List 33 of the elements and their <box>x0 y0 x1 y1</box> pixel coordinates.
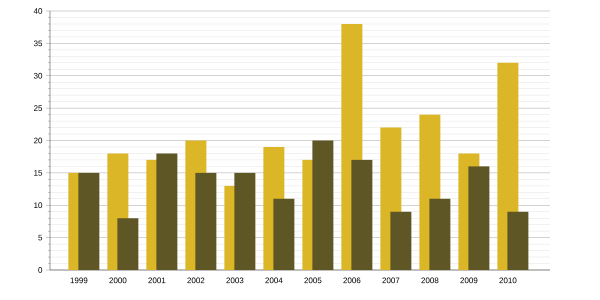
x-tick-label: 2006 <box>343 278 360 284</box>
bar <box>351 160 372 270</box>
x-tick-label: 2008 <box>421 278 438 284</box>
bar <box>156 153 178 270</box>
bar <box>273 198 294 270</box>
y-tick-label: 35 <box>34 40 42 46</box>
bar <box>507 212 528 270</box>
bar <box>195 172 216 270</box>
x-tick-label: 2003 <box>226 278 244 284</box>
x-tick-label: 2005 <box>304 278 322 284</box>
bar <box>429 198 450 270</box>
x-tick-label: 2000 <box>109 278 126 284</box>
bar <box>312 140 334 270</box>
x-tick-label: 2007 <box>382 278 400 284</box>
x-tick-label: 2010 <box>499 278 516 284</box>
bar <box>117 218 138 270</box>
x-tick-label: 2002 <box>187 278 204 284</box>
y-tick-label: 5 <box>38 234 42 240</box>
bar <box>78 172 100 270</box>
x-tick-label: 2001 <box>148 278 166 284</box>
bar <box>468 166 490 270</box>
y-tick-label: 20 <box>34 138 42 144</box>
y-tick-label: 40 <box>34 8 42 14</box>
bar <box>390 212 412 270</box>
y-tick-label: 25 <box>34 105 42 111</box>
bar <box>234 172 256 270</box>
y-tick-label: 10 <box>34 202 42 208</box>
y-tick-label: 0 <box>38 267 42 273</box>
x-tick-label: 2004 <box>265 278 283 284</box>
x-tick-label: 2009 <box>460 278 478 284</box>
y-tick-label: 15 <box>34 170 42 176</box>
y-tick-label: 30 <box>34 72 42 79</box>
x-tick-label: 1999 <box>70 278 88 284</box>
